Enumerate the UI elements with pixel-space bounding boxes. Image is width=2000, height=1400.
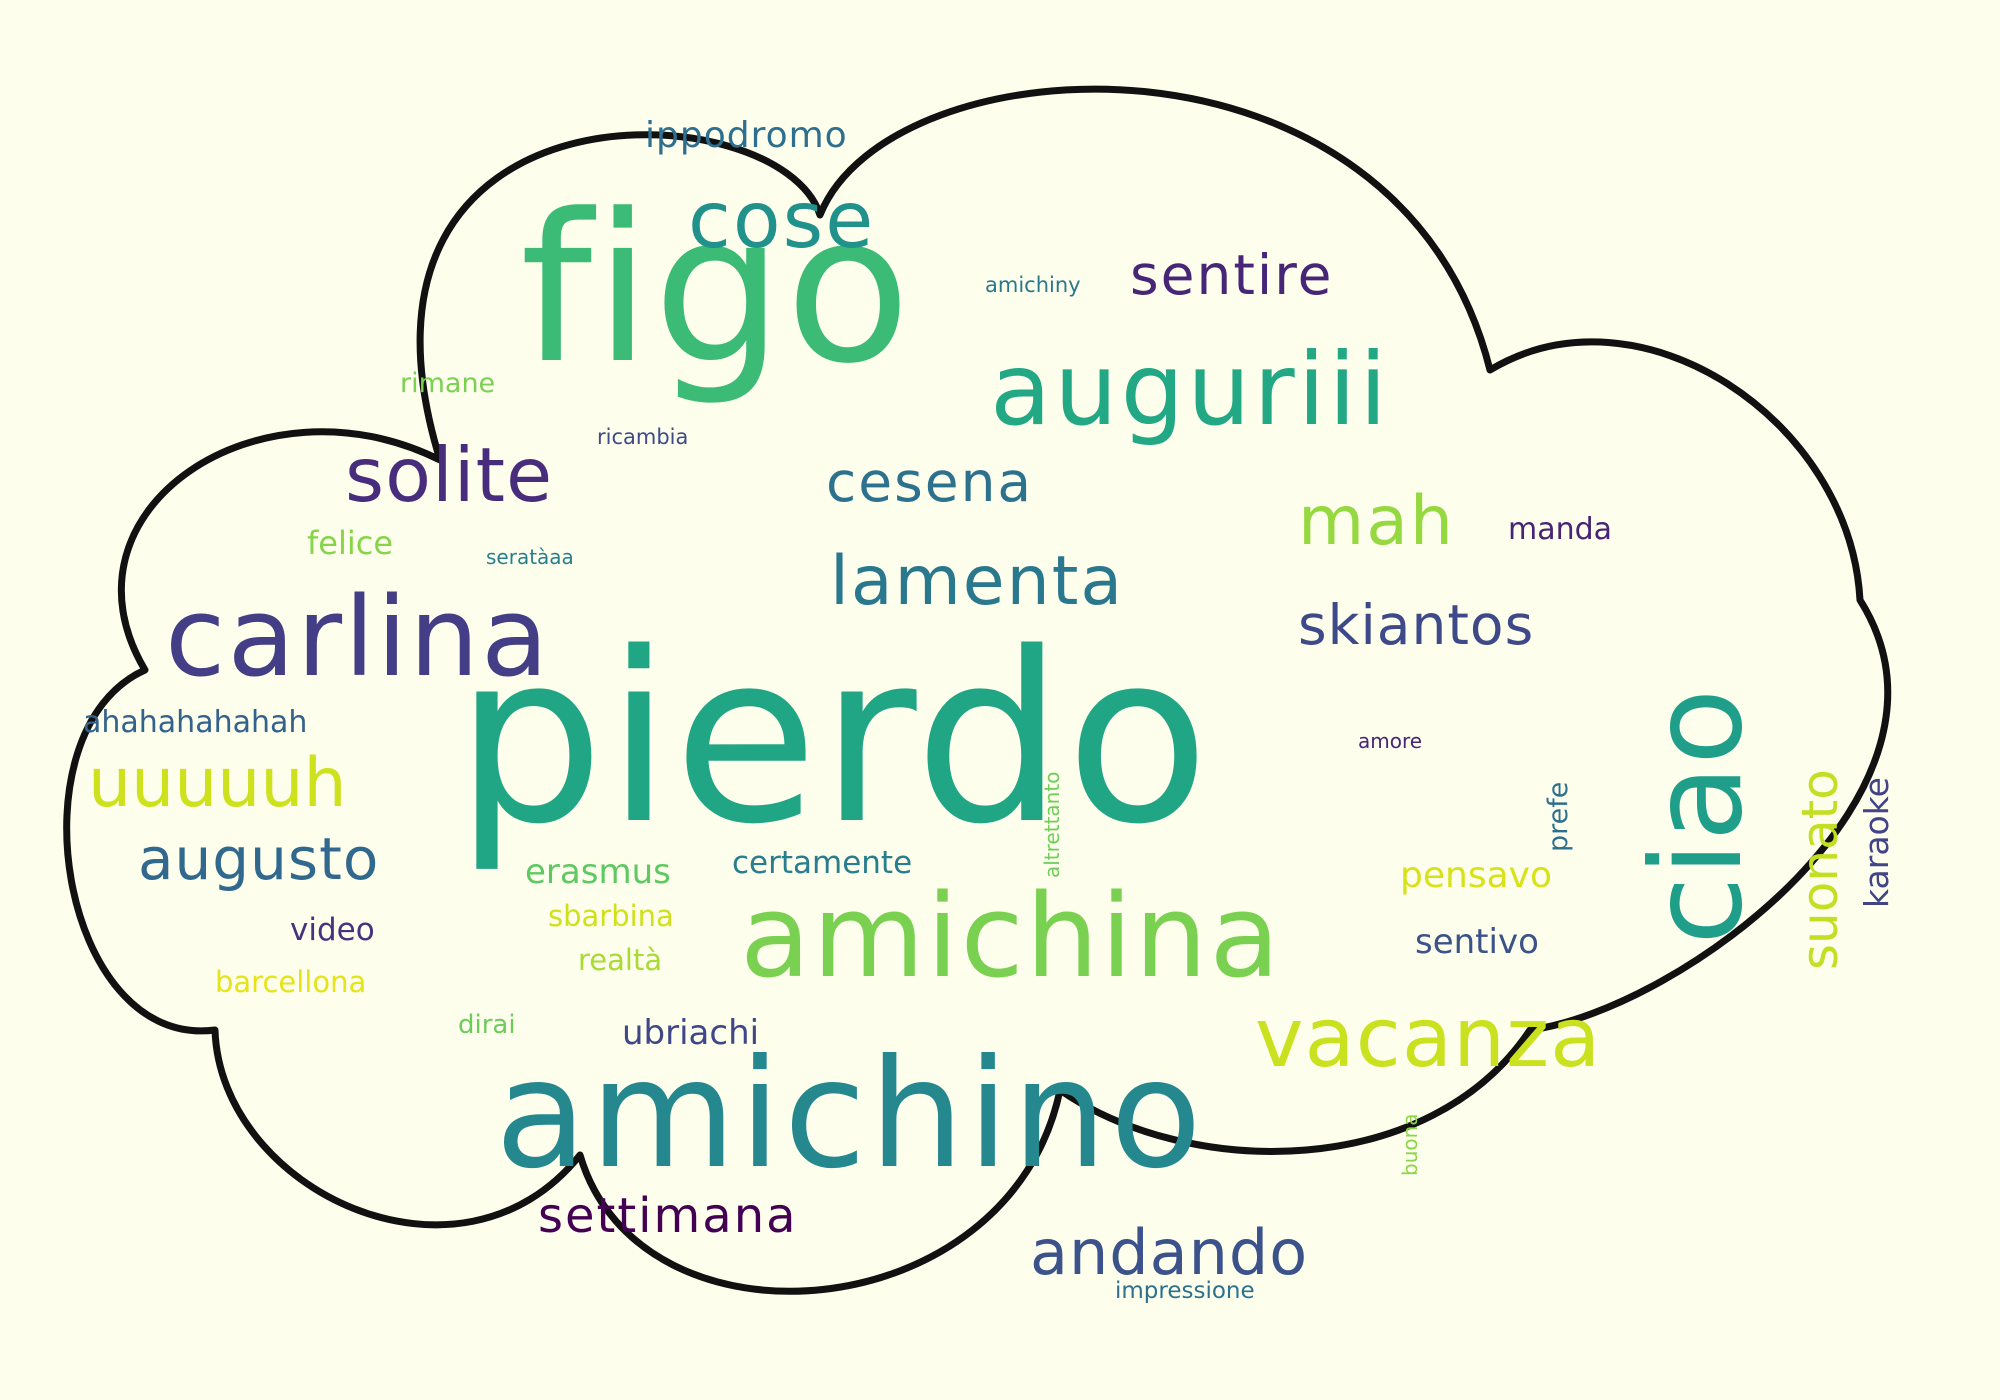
word-auguriii: auguriii	[990, 331, 1390, 448]
word-amore: amore	[1358, 729, 1423, 753]
word-rimane: rimane	[400, 368, 496, 399]
word-uuuuuh: uuuuuh	[88, 744, 347, 823]
word-settimana: settimana	[538, 1188, 798, 1244]
word-mah: mah	[1298, 482, 1456, 561]
word-augusto: augusto	[138, 825, 380, 893]
word-sbarbina: sbarbina	[548, 899, 674, 933]
word-impressione: impressione	[1115, 1278, 1255, 1304]
word-vacanza: vacanza	[1255, 991, 1602, 1086]
word-carlina: carlina	[165, 573, 551, 701]
word-figo: figo	[520, 171, 913, 409]
word-manda: manda	[1508, 512, 1613, 547]
word-certamente: certamente	[732, 845, 913, 881]
word-dirai: dirai	[458, 1010, 516, 1040]
word-altrettanto: altrettanto	[1040, 771, 1064, 878]
word-karaoke: karaoke	[1857, 777, 1896, 908]
word-felice: felice	[307, 524, 394, 562]
word-cesena: cesena	[826, 450, 1034, 514]
word-ciao: ciao	[1625, 688, 1770, 945]
word-amichina: amichina	[740, 870, 1282, 1004]
cloud-outline	[63, 85, 1891, 1295]
word-sentivo: sentivo	[1415, 922, 1539, 962]
word-ubriachi: ubriachi	[622, 1013, 760, 1053]
word-ippodromo: ippodromo	[645, 115, 848, 156]
word-buona: buona	[1398, 1113, 1422, 1176]
word-video: video	[290, 912, 375, 948]
word-erasmus: erasmus	[525, 852, 671, 892]
word-amichiny: amichiny	[985, 273, 1081, 297]
word-cose: cose	[688, 176, 876, 266]
word-prefe: prefe	[1543, 781, 1574, 852]
word-pierdo: pierdo	[455, 603, 1212, 876]
word-lamenta: lamenta	[830, 542, 1125, 621]
word-serataaa: seratàaa	[486, 545, 574, 569]
word-realta: realtà	[578, 943, 663, 977]
word-skiantos: skiantos	[1298, 593, 1535, 657]
word-pensavo: pensavo	[1400, 855, 1552, 896]
word-ahahahahahah: ahahahahahah	[83, 705, 308, 740]
word-sentire: sentire	[1130, 243, 1334, 307]
word-suonato: suonato	[1791, 769, 1849, 970]
word-solite: solite	[345, 431, 554, 519]
word-barcellona: barcellona	[215, 965, 367, 999]
word-amichino: amichino	[495, 1028, 1205, 1202]
word-ricambia: ricambia	[597, 425, 689, 449]
word-andando: andando	[1030, 1216, 1309, 1289]
